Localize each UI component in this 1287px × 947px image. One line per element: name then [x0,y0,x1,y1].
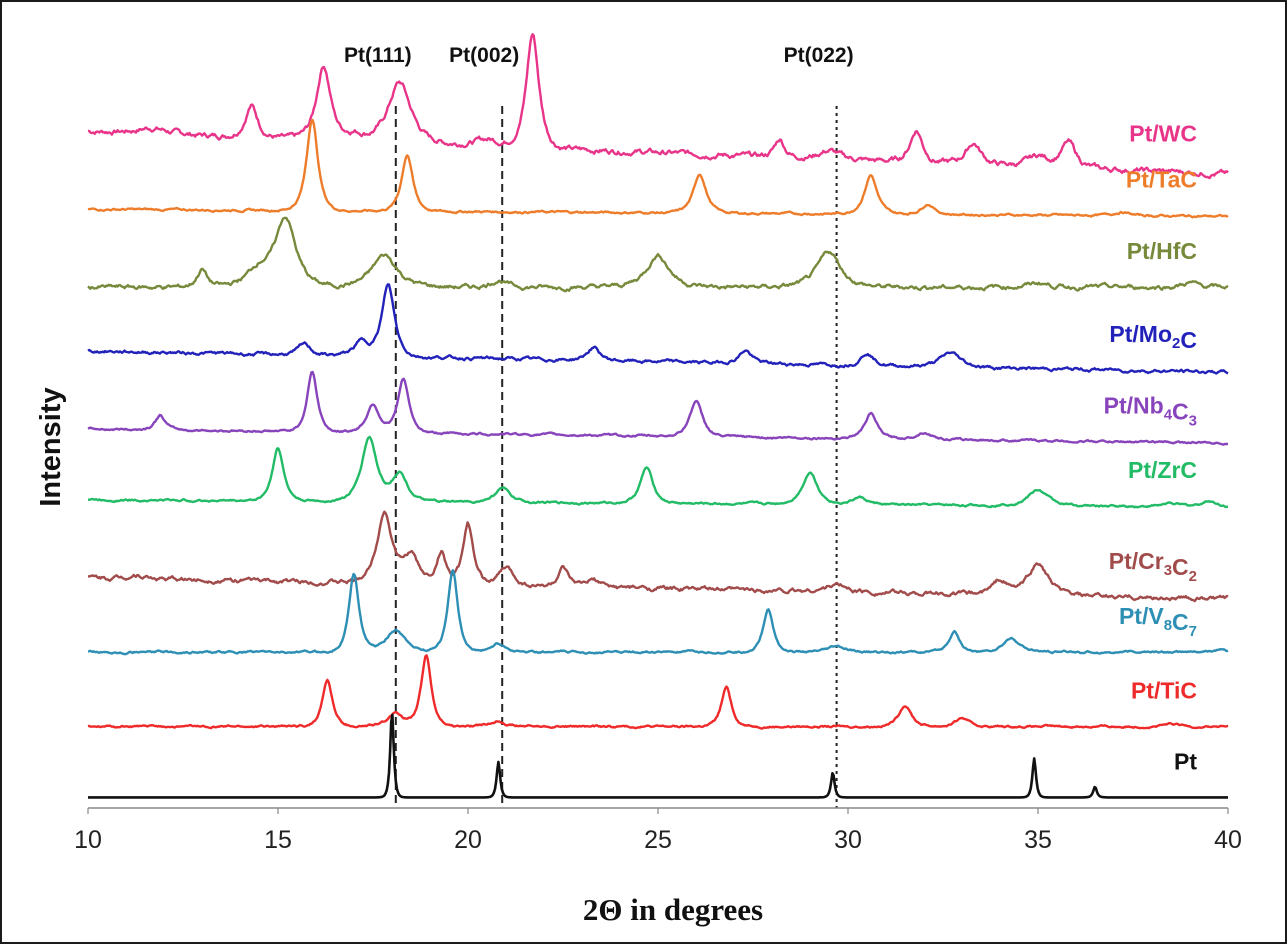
series-label-8: Pt/TiC [1131,678,1197,704]
series-line-3 [88,284,1228,373]
x-axis-label: 2Θ in degrees [583,892,763,927]
x-tick-label-3: 25 [644,826,672,854]
series-group: Pt/WC Pt/TaC Pt/HfC Pt/Mo2C Pt/Nb4C3 Pt/ZrC Pt… [88,34,1228,797]
series-label-2: Pt/HfC [1127,238,1197,264]
series-label-9: Pt [1174,748,1197,774]
reference-line-label-1: Pt(002) [449,44,519,67]
series-label-7: Pt/V8C7 [1119,603,1197,640]
series-label-0: Pt/WC [1129,120,1197,146]
series-line-8 [88,655,1228,728]
x-tick-label-2: 20 [454,826,482,854]
series-line-5 [88,437,1228,507]
series-line-2 [88,218,1228,291]
series-line-4 [88,372,1228,445]
x-tick-label-4: 30 [834,826,862,854]
series-label-1: Pt/TaC [1126,167,1197,193]
x-tick-label-5: 35 [1024,826,1052,854]
series-line-7 [88,570,1228,654]
x-tick-label-6: 40 [1214,826,1242,854]
series-label-4: Pt/Nb4C3 [1104,393,1197,430]
y-axis-label: Intensity [35,387,67,506]
reference-line-label-0: Pt(111) [344,44,412,67]
axes: 10 15 20 25 30 35 40 [74,808,1242,854]
x-tick-label-1: 15 [264,826,292,854]
series-label-5: Pt/ZrC [1128,457,1197,483]
series-label-6: Pt/Cr3C2 [1109,548,1197,585]
series-line-6 [88,512,1228,601]
series-label-3: Pt/Mo2C [1109,321,1197,353]
reference-line-label-2: Pt(022) [784,44,854,67]
series-line-0 [88,34,1228,178]
x-tick-label-0: 10 [74,826,102,854]
series-line-1 [88,120,1228,217]
